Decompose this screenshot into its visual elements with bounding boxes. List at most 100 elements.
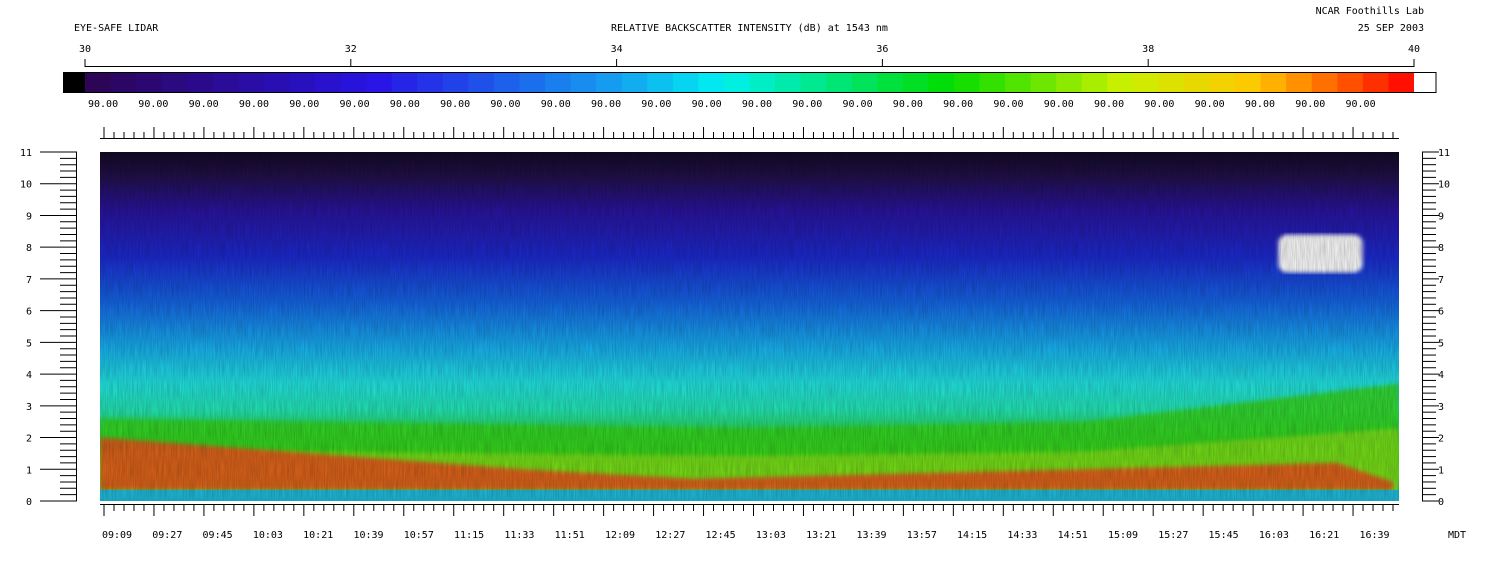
colorbar-cell (263, 72, 291, 93)
x-tick-label: 16:03 (1259, 530, 1289, 541)
colorbar-cell (1132, 72, 1160, 93)
colorbar-tick-label: 40 (1408, 44, 1420, 55)
y-tick-label-right: 6 (1438, 307, 1444, 318)
colorbar-cell (851, 72, 878, 93)
x-tick-label: 14:33 (1007, 530, 1037, 541)
x-tick-label: 15:09 (1108, 530, 1138, 541)
colorbar-cell (212, 72, 239, 93)
colorbar-cell (1056, 72, 1083, 93)
noise-texture (100, 152, 1399, 501)
colorbar-bin-label: 90.00 (1094, 99, 1124, 110)
colorbar-cell (1260, 72, 1287, 93)
colorbar-cell (1107, 72, 1134, 93)
colorbar-bin-label: 90.00 (138, 99, 168, 110)
colorbar-cell (647, 72, 674, 93)
x-tick-label: 10:21 (303, 530, 333, 541)
y-tick-label-left: 9 (26, 211, 32, 222)
x-tick-label: 10:57 (404, 530, 434, 541)
colorbar-cell (545, 72, 572, 93)
y-tick-label-right: 8 (1438, 243, 1444, 254)
x-tick-label: 10:03 (253, 530, 283, 541)
x-tick-label: 15:45 (1209, 530, 1239, 541)
colorbar-cell (1235, 72, 1262, 93)
colorbar-cell (1286, 72, 1313, 93)
colorbar-cell (366, 72, 393, 93)
colorbar-cell (826, 72, 853, 93)
y-tick-label-left: 8 (26, 243, 32, 254)
colorbar-tick-label: 32 (345, 44, 357, 55)
x-tick-label: 12:27 (655, 530, 685, 541)
colorbar-cell (1311, 72, 1338, 93)
x-tick-label: 13:57 (907, 530, 937, 541)
colorbar-bin-label: 90.00 (692, 99, 722, 110)
colorbar-tick-label: 34 (611, 44, 623, 55)
colorbar-bin-label: 90.00 (490, 99, 520, 110)
colorbar-bin-label: 90.00 (1144, 99, 1174, 110)
y-tick-label-left: 10 (20, 180, 32, 191)
colorbar-cell (1209, 72, 1236, 93)
colorbar-cell (442, 72, 469, 93)
colorbar-bin-label: 90.00 (88, 99, 118, 110)
x-axis-unit: MDT (1448, 530, 1466, 541)
y-tick-label-right: 9 (1438, 211, 1444, 222)
colorbar-cell (340, 72, 367, 93)
colorbar-cell (1005, 72, 1032, 93)
colorbar-cell (1081, 72, 1108, 93)
colorbar-bin-label: 90.00 (943, 99, 973, 110)
colorbar-cell (570, 72, 597, 93)
colorbar-cell (187, 72, 214, 93)
x-tick-label: 11:51 (555, 530, 585, 541)
y-tick-label-left: 6 (26, 307, 32, 318)
x-tick-label: 10:39 (353, 530, 383, 541)
colorbar-cell (468, 72, 495, 93)
colorbar-bin-label: 90.00 (541, 99, 571, 110)
colorbar-bin-label: 90.00 (591, 99, 621, 110)
x-tick-label: 14:15 (957, 530, 987, 541)
colorbar-bin-label: 90.00 (1044, 99, 1074, 110)
colorbar-tick-label: 38 (1142, 44, 1154, 55)
colorbar-cell (1158, 72, 1185, 93)
colorbar-cell (1337, 72, 1364, 93)
colorbar-bin-label: 90.00 (993, 99, 1023, 110)
x-tick-label: 09:45 (203, 530, 233, 541)
colorbar-cell (1030, 72, 1057, 93)
y-tick-label-left: 4 (26, 370, 32, 381)
y-tick-label-right: 10 (1438, 180, 1450, 191)
y-tick-label-right: 7 (1438, 275, 1444, 286)
colorbar-bin-label: 90.00 (289, 99, 319, 110)
colorbar-bin-label: 90.00 (1245, 99, 1275, 110)
colorbar-bin-label: 90.00 (390, 99, 420, 110)
colorbar-bin-label: 90.00 (440, 99, 470, 110)
colorbar-under (63, 72, 85, 93)
x-tick-label: 16:39 (1359, 530, 1389, 541)
colorbar-cell (800, 72, 827, 93)
colorbar-cell (417, 72, 444, 93)
x-tick-label: 12:45 (706, 530, 736, 541)
colorbar-bin-label: 90.00 (1195, 99, 1225, 110)
colorbar: 30 32 34 36 38 40 (63, 44, 1437, 93)
colorbar-cell (672, 72, 699, 93)
y-tick-label-right: 3 (1438, 402, 1444, 413)
colorbar-cell (289, 72, 316, 93)
colorbar-bin-label: 90.00 (239, 99, 269, 110)
x-tick-label: 12:09 (605, 530, 635, 541)
colorbar-cell (1362, 72, 1390, 93)
colorbar-cell (238, 72, 265, 93)
colorbar-bin-label: 90.00 (742, 99, 772, 110)
colorbar-cell (85, 72, 112, 93)
colorbar-cell (161, 72, 188, 93)
x-tick-label: 11:15 (454, 530, 484, 541)
colorbar-cell (391, 72, 418, 93)
colorbar-cell (315, 72, 342, 93)
colorbar-bin-label: 90.00 (1346, 99, 1376, 110)
chart-title: RELATIVE BACKSCATTER INTENSITY (dB) at 1… (611, 23, 888, 34)
colorbar-tick-label: 30 (79, 44, 91, 55)
y-tick-label-left: 1 (26, 465, 32, 476)
colorbar-cell (136, 72, 163, 93)
colorbar-cell (698, 72, 725, 93)
y-tick-label-right: 0 (1438, 497, 1444, 508)
axes: 09:09 09:27 09:45 10:03 10:21 10:39 10:57 11:15… (20, 127, 1466, 541)
x-tick-label: 14:51 (1058, 530, 1088, 541)
y-tick-label-left: 2 (26, 434, 32, 445)
